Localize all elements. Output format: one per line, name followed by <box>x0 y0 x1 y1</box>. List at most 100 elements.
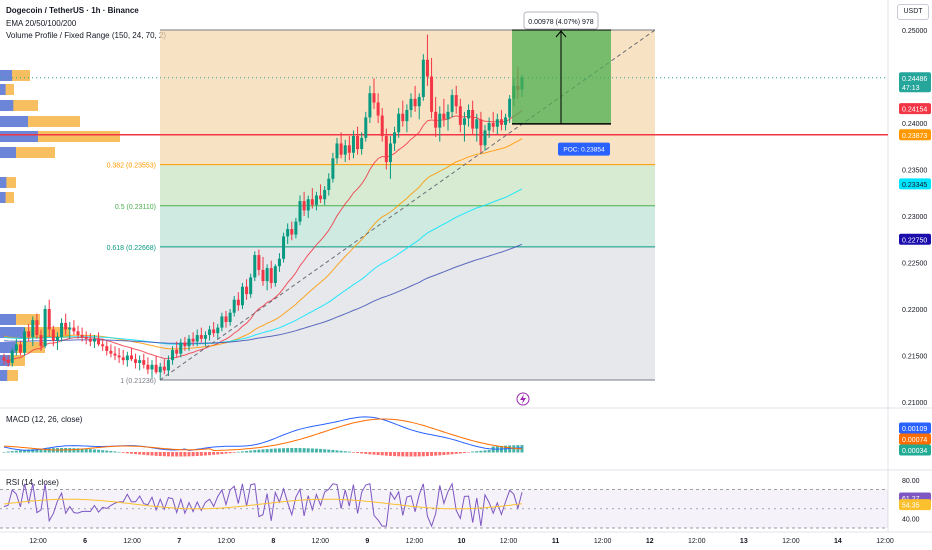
candle[interactable] <box>331 158 335 179</box>
candle[interactable] <box>51 329 55 341</box>
candle[interactable] <box>195 335 199 342</box>
candle[interactable] <box>269 268 273 283</box>
candle[interactable] <box>335 143 339 159</box>
candle[interactable] <box>417 96 421 107</box>
candle[interactable] <box>134 359 138 363</box>
candle[interactable] <box>138 360 142 363</box>
candle[interactable] <box>109 350 113 354</box>
candle[interactable] <box>39 335 43 347</box>
currency-button[interactable]: USDT <box>897 4 929 20</box>
candle[interactable] <box>208 329 212 336</box>
candle[interactable] <box>306 199 310 211</box>
candle[interactable] <box>60 322 64 337</box>
candle[interactable] <box>327 178 331 190</box>
candle[interactable] <box>508 98 512 118</box>
candle[interactable] <box>454 95 458 107</box>
candle[interactable] <box>393 132 397 144</box>
candle[interactable] <box>154 364 158 373</box>
candle[interactable] <box>421 59 425 97</box>
candle[interactable] <box>397 113 401 133</box>
candle[interactable] <box>10 350 14 363</box>
candle[interactable] <box>14 344 18 351</box>
candle[interactable] <box>249 277 253 295</box>
candle[interactable] <box>142 360 146 365</box>
candle[interactable] <box>438 113 442 128</box>
candle[interactable] <box>290 229 294 235</box>
candle[interactable] <box>462 118 466 125</box>
candle[interactable] <box>286 229 290 237</box>
candle[interactable] <box>347 145 351 153</box>
candle[interactable] <box>388 143 392 163</box>
candle[interactable] <box>314 195 318 205</box>
candle[interactable] <box>405 109 409 122</box>
candle[interactable] <box>199 335 203 339</box>
candle[interactable] <box>212 329 216 334</box>
candle[interactable] <box>356 136 360 150</box>
candle[interactable] <box>380 115 384 137</box>
candle[interactable] <box>372 93 376 103</box>
candle[interactable] <box>434 111 438 128</box>
candle[interactable] <box>72 327 76 332</box>
candle[interactable] <box>2 357 6 361</box>
candle[interactable] <box>261 269 265 282</box>
candle[interactable] <box>491 123 495 127</box>
candle[interactable] <box>203 335 207 339</box>
candle[interactable] <box>302 201 306 211</box>
candle[interactable] <box>158 366 162 373</box>
candle[interactable] <box>162 366 166 371</box>
candle[interactable] <box>80 335 84 337</box>
candle[interactable] <box>191 338 195 342</box>
candle[interactable] <box>187 338 191 347</box>
candle[interactable] <box>483 130 487 146</box>
candle[interactable] <box>121 357 125 361</box>
candle[interactable] <box>35 320 39 336</box>
candle[interactable] <box>467 109 471 119</box>
candle[interactable] <box>6 360 10 363</box>
candle[interactable] <box>224 316 228 323</box>
macd-legend[interactable]: MACD (12, 26, close) <box>6 415 83 424</box>
candle[interactable] <box>298 201 302 222</box>
candle[interactable] <box>18 344 22 353</box>
candle[interactable] <box>166 360 170 371</box>
candle[interactable] <box>339 143 343 155</box>
candle[interactable] <box>84 336 88 339</box>
candle[interactable] <box>253 255 257 278</box>
candle[interactable] <box>31 320 35 337</box>
candle[interactable] <box>504 117 508 125</box>
candle[interactable] <box>277 258 281 267</box>
candle[interactable] <box>479 119 483 146</box>
candle[interactable] <box>495 119 499 127</box>
candle[interactable] <box>150 364 154 370</box>
candle[interactable] <box>401 113 405 122</box>
candle[interactable] <box>92 338 96 342</box>
candle[interactable] <box>413 98 417 107</box>
candle[interactable] <box>68 327 72 330</box>
candle[interactable] <box>76 331 80 336</box>
candle[interactable] <box>236 299 240 306</box>
candle[interactable] <box>117 355 121 358</box>
candle[interactable] <box>376 102 380 116</box>
candle[interactable] <box>129 355 133 360</box>
candle[interactable] <box>475 119 479 129</box>
candle[interactable] <box>265 268 269 282</box>
candle[interactable] <box>113 353 117 356</box>
candle[interactable] <box>450 95 454 112</box>
candle[interactable] <box>101 344 105 347</box>
candle[interactable] <box>183 342 187 347</box>
candle[interactable] <box>282 236 286 259</box>
candle[interactable] <box>240 286 244 306</box>
candle[interactable] <box>310 199 314 205</box>
candle[interactable] <box>125 355 129 361</box>
candle[interactable] <box>88 338 92 342</box>
candle[interactable] <box>179 342 183 354</box>
candle[interactable] <box>171 349 175 361</box>
candle[interactable] <box>216 327 220 334</box>
candle[interactable] <box>351 136 355 153</box>
candle[interactable] <box>430 76 434 112</box>
candle[interactable] <box>384 136 388 163</box>
candle[interactable] <box>175 349 179 354</box>
candle[interactable] <box>55 336 59 341</box>
rsi-legend[interactable]: RSI (14, close) <box>6 478 59 487</box>
candle[interactable] <box>105 346 109 351</box>
